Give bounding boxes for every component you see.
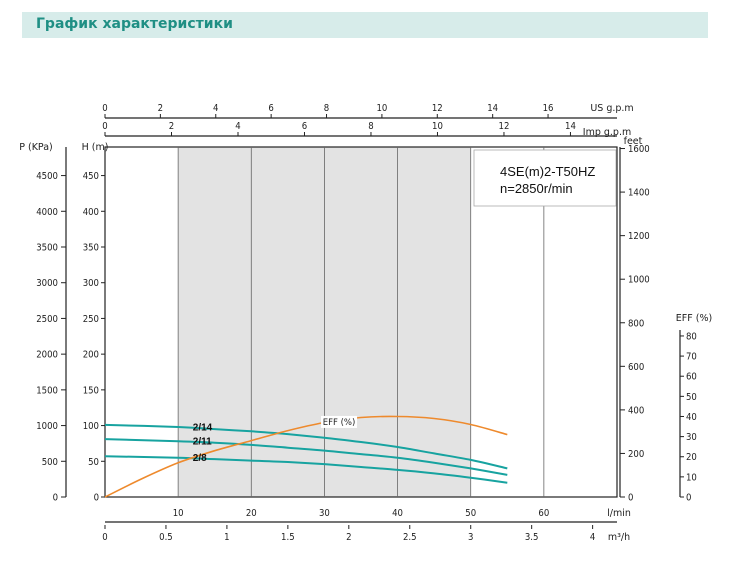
tick-label-head: 300 (83, 278, 99, 289)
tick-label-us-gpm: 16 (543, 103, 554, 114)
tick-label-us-gpm: 14 (487, 103, 498, 114)
tick-label-us-gpm: 2 (158, 103, 163, 114)
tick-label-kpa: 0 (53, 493, 58, 504)
axis-title-eff: EFF (%) (676, 313, 712, 324)
tick-label-feet: 1000 (628, 275, 650, 286)
page-title: График характеристики (36, 16, 233, 32)
series-label-2-14: 2/14 (193, 422, 213, 433)
tick-label-us-gpm: 12 (432, 103, 443, 114)
model-info-box (473, 149, 617, 207)
tick-label-imp-gpm: 0 (102, 121, 107, 132)
tick-label-kpa: 500 (42, 457, 58, 468)
tick-label-kpa: 2000 (36, 350, 58, 361)
tick-label-imp-gpm: 14 (565, 121, 576, 132)
tick-label-m3h: 1.5 (281, 532, 295, 543)
plot-frame (104, 146, 618, 498)
tick-label-eff: 60 (686, 372, 697, 383)
curve-2-8 (104, 455, 508, 484)
tick-label-us-gpm: 8 (324, 103, 329, 114)
tick-label-head: 350 (83, 243, 99, 254)
series-label-eff: EFF (%) (323, 418, 356, 428)
tick-label-head: 250 (83, 314, 99, 325)
tick-label-m3h: 0 (102, 532, 107, 543)
axis-title-imp-gpm: Imp g.p.m (583, 127, 631, 138)
tick-label-eff: 50 (686, 392, 697, 403)
tick-label-eff: 80 (686, 331, 697, 342)
axis-title-m3h: m³/h (608, 532, 630, 543)
tick-label-feet: 1600 (628, 144, 650, 155)
tick-label-eff: 30 (686, 432, 697, 443)
tick-label-feet: 1200 (628, 231, 650, 242)
tick-label-us-gpm: 6 (268, 103, 273, 114)
tick-label-imp-gpm: 6 (302, 121, 307, 132)
tick-label-kpa: 1000 (36, 421, 58, 432)
axis-title-us-gpm: US g.p.m (590, 103, 633, 114)
tick-label-eff: 0 (686, 493, 691, 504)
tick-label-imp-gpm: 8 (368, 121, 373, 132)
tick-label-m3h: 4 (590, 532, 595, 543)
tick-label-us-gpm: 4 (213, 103, 218, 114)
tick-label-imp-gpm: 12 (499, 121, 510, 132)
tick-label-feet: 600 (628, 362, 644, 373)
axis-title-kpa: P (KPa) (19, 142, 53, 153)
tick-label-eff: 10 (686, 472, 697, 483)
tick-label-kpa: 3000 (36, 278, 58, 289)
tick-label-head: 100 (83, 421, 99, 432)
curve-2-11 (104, 438, 508, 476)
tick-label-kpa: 2500 (36, 314, 58, 325)
labels: 4SE(m)2-T50HZ n=2850r/min 2/14 2/11 2/8 EFF (… (193, 149, 617, 464)
tick-label-eff: 20 (686, 452, 697, 463)
tick-label-lmin: 10 (173, 508, 184, 519)
tick-label-eff: 70 (686, 352, 697, 363)
tick-label-kpa: 1500 (36, 385, 58, 396)
tick-label-lmin: 30 (319, 508, 330, 519)
tick-label-feet: 800 (628, 318, 644, 329)
tick-label-lmin: 60 (538, 508, 549, 519)
eff-curve (104, 415, 508, 498)
header-band: График характеристики (22, 12, 708, 38)
tick-label-m3h: 2 (346, 532, 351, 543)
tick-label-head: 450 (83, 171, 99, 182)
tick-label-lmin: 50 (465, 508, 476, 519)
eff-label-bg (321, 415, 358, 428)
model-info-line1: 4SE(m)2-T50HZ (500, 164, 595, 179)
tick-label-head: 150 (83, 385, 99, 396)
tick-label-head: 0 (94, 493, 99, 504)
tick-label-imp-gpm: 10 (432, 121, 443, 132)
tick-label-imp-gpm: 2 (169, 121, 174, 132)
tick-label-feet: 0 (628, 493, 633, 504)
tick-label-head: 200 (83, 350, 99, 361)
series-label-2-8: 2/8 (193, 453, 207, 464)
tick-label-feet: 400 (628, 405, 644, 416)
tick-label-kpa: 3500 (36, 243, 58, 254)
tick-label-m3h: 0.5 (159, 532, 173, 543)
tick-label-m3h: 1 (224, 532, 229, 543)
tick-label-kpa: 4500 (36, 171, 58, 182)
tick-label-kpa: 4000 (36, 207, 58, 218)
axis-title-feet: feet (624, 136, 643, 147)
tick-label-head: 50 (88, 457, 99, 468)
curves (104, 415, 508, 498)
series-label-2-11: 2/11 (193, 437, 212, 448)
tick-label-us-gpm: 10 (376, 103, 387, 114)
tick-label-us-gpm: 0 (102, 103, 107, 114)
axis-title-head: H (m) (82, 142, 109, 153)
model-info-line2: n=2850r/min (500, 181, 573, 196)
tick-label-lmin: 20 (246, 508, 257, 519)
tick-label-m3h: 3.5 (525, 532, 539, 543)
tick-label-eff: 40 (686, 412, 697, 423)
tick-label-feet: 200 (628, 449, 644, 460)
tick-label-feet: 1400 (628, 188, 650, 199)
curve-2-14 (104, 423, 508, 470)
tick-label-m3h: 2.5 (403, 532, 417, 543)
tick-label-lmin: 40 (392, 508, 403, 519)
tick-label-head: 400 (83, 207, 99, 218)
tick-label-m3h: 3 (468, 532, 473, 543)
tick-label-imp-gpm: 4 (235, 121, 240, 132)
axis-title-lmin: l/min (607, 508, 631, 519)
